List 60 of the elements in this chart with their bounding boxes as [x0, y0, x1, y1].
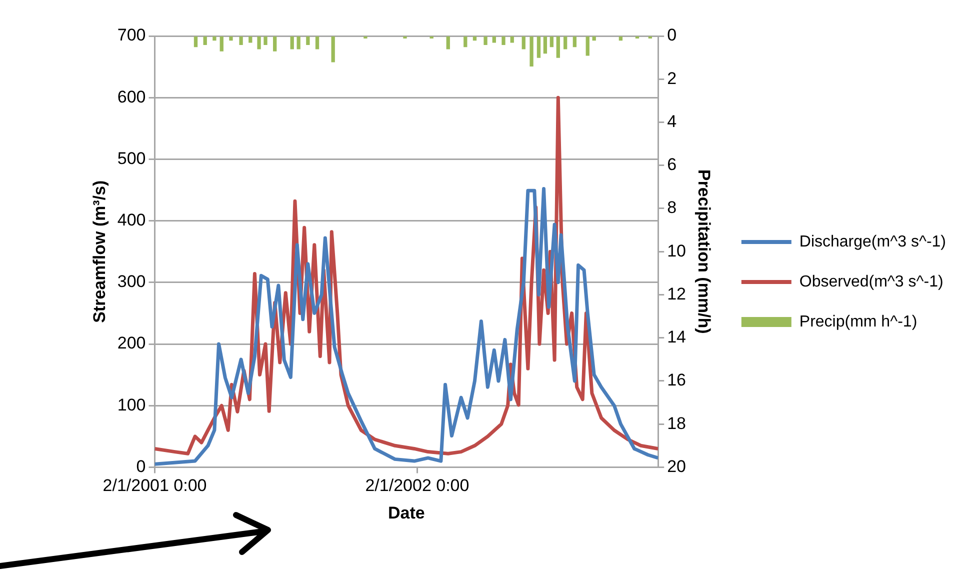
- bar: [550, 36, 554, 48]
- bar: [212, 36, 216, 41]
- bar: [306, 36, 310, 45]
- y2-tick-label: 14: [667, 328, 686, 347]
- bar: [248, 36, 252, 43]
- y-tick-label: 500: [117, 148, 146, 168]
- x-tick-label: 2/1/2001 0:00: [102, 476, 207, 496]
- y2-axis-title: Precipitation (mm/h): [694, 169, 714, 334]
- legend-label: Precip(mm h^-1): [799, 313, 918, 330]
- legend-label: Observed(m^3 s^-1): [799, 273, 944, 290]
- x-axis-title: Date: [388, 503, 425, 522]
- bar: [510, 36, 514, 43]
- y-tick-label: 0: [136, 456, 146, 476]
- bar: [564, 36, 568, 50]
- y2-tick-label: 16: [667, 370, 686, 390]
- y2-tick-label: 2: [667, 68, 677, 88]
- bar: [522, 36, 526, 50]
- bar: [492, 36, 496, 43]
- legend-label: Discharge(m^3 s^-1): [799, 233, 946, 250]
- y2-tick-label: 20: [667, 456, 686, 476]
- bar: [194, 36, 198, 48]
- bar: [315, 36, 320, 50]
- bar: [543, 36, 548, 54]
- bar: [203, 36, 207, 45]
- bar: [464, 36, 468, 48]
- bar: [220, 36, 224, 52]
- bar: [239, 36, 243, 45]
- bar: [556, 36, 560, 58]
- bar: [572, 36, 577, 48]
- y2-tick-label: 0: [667, 26, 677, 45]
- bar: [446, 36, 450, 50]
- bar: [530, 36, 534, 67]
- bar: [536, 36, 541, 58]
- bar: [229, 36, 233, 41]
- y2-tick-label: 18: [667, 414, 686, 433]
- bar: [264, 36, 268, 45]
- bar: [586, 36, 590, 56]
- y2-tick-label: 4: [667, 112, 677, 131]
- bar: [331, 36, 335, 62]
- x-tick-label: 2/1/2002 0:00: [365, 476, 470, 496]
- bar: [290, 36, 294, 50]
- y2-tick-label: 10: [667, 241, 686, 260]
- bar: [502, 36, 506, 45]
- y-tick-label: 400: [117, 210, 146, 230]
- y-tick-label: 600: [117, 87, 146, 106]
- bar: [296, 36, 300, 50]
- bar: [273, 36, 277, 52]
- y2-tick-label: 6: [667, 155, 677, 174]
- bar: [618, 36, 623, 41]
- y-tick-label: 100: [117, 395, 146, 414]
- bar: [484, 36, 488, 45]
- bar: [472, 36, 477, 41]
- y-tick-label: 700: [117, 26, 146, 45]
- y-axis-title: Streamflow (m³/s): [90, 180, 109, 323]
- bar: [592, 36, 596, 41]
- y2-tick-label: 8: [667, 198, 677, 218]
- y2-tick-label: 12: [667, 284, 686, 304]
- y-tick-label: 300: [117, 272, 146, 292]
- bar: [257, 36, 261, 50]
- y-tick-label: 200: [117, 334, 146, 353]
